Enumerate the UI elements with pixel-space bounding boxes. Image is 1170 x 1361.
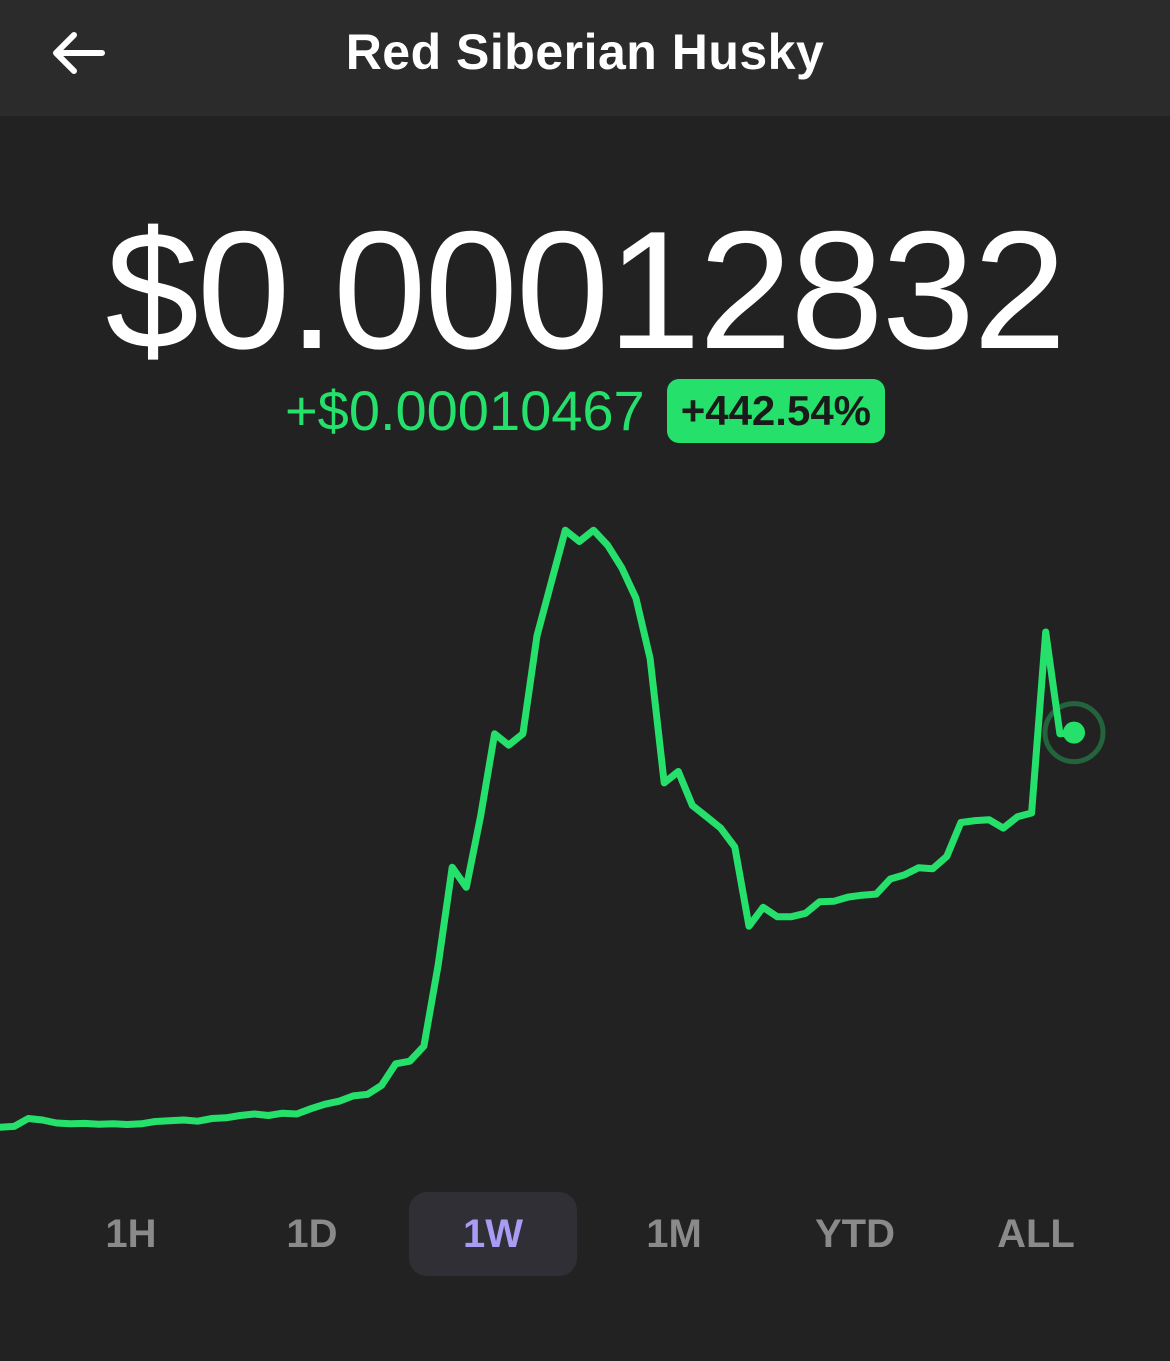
arrow-left-icon	[53, 32, 105, 74]
price-chart[interactable]	[0, 500, 1170, 1160]
current-point-marker	[1063, 721, 1085, 744]
current-price: $0.00012832	[105, 196, 1066, 384]
page-title: Red Siberian Husky	[345, 24, 825, 80]
range-tab-1d[interactable]: 1D	[286, 1212, 338, 1256]
price-change-value: +$0.00010467	[284, 379, 645, 442]
price-line	[0, 526, 1078, 1131]
top-bar: Red Siberian Husky	[0, 0, 1170, 116]
range-tab-1h[interactable]: 1H	[105, 1212, 157, 1256]
range-tab-1w[interactable]: 1W	[409, 1192, 577, 1276]
price-change-percent-badge: +442.54%	[666, 379, 886, 443]
current-point-halo	[1042, 701, 1106, 765]
range-tab-1m[interactable]: 1M	[646, 1212, 702, 1256]
back-button[interactable]	[36, 18, 120, 88]
price-change-row: +$0.00010467 +442.54%	[0, 376, 1170, 446]
time-range-selector: 1H 1D 1W 1M YTD ALL	[0, 1192, 1170, 1276]
range-tab-all[interactable]: ALL	[997, 1212, 1075, 1256]
range-tab-ytd[interactable]: YTD	[815, 1212, 895, 1256]
